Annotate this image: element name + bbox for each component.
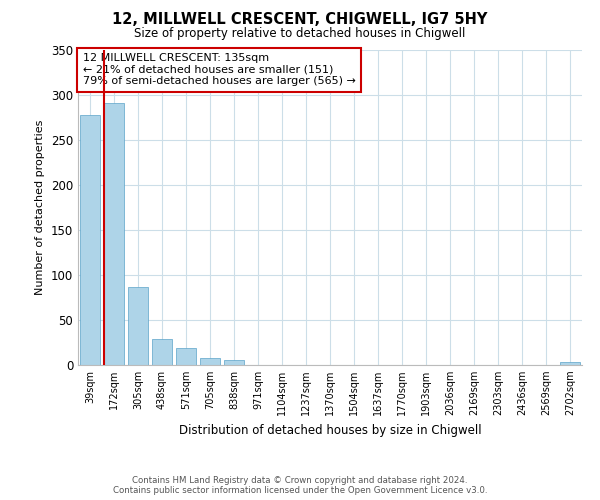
- Bar: [200, 358, 220, 365]
- Text: Contains HM Land Registry data © Crown copyright and database right 2024.
Contai: Contains HM Land Registry data © Crown c…: [113, 476, 487, 495]
- Text: 12 MILLWELL CRESCENT: 135sqm
← 21% of detached houses are smaller (151)
79% of s: 12 MILLWELL CRESCENT: 135sqm ← 21% of de…: [83, 53, 356, 86]
- Bar: [104, 103, 124, 365]
- Y-axis label: Number of detached properties: Number of detached properties: [35, 120, 46, 295]
- Bar: [560, 362, 580, 365]
- Text: Size of property relative to detached houses in Chigwell: Size of property relative to detached ho…: [134, 28, 466, 40]
- Bar: [80, 115, 100, 365]
- Bar: [152, 339, 172, 365]
- Text: 12, MILLWELL CRESCENT, CHIGWELL, IG7 5HY: 12, MILLWELL CRESCENT, CHIGWELL, IG7 5HY: [112, 12, 488, 28]
- X-axis label: Distribution of detached houses by size in Chigwell: Distribution of detached houses by size …: [179, 424, 481, 437]
- Bar: [128, 286, 148, 365]
- Bar: [224, 360, 244, 365]
- Bar: [176, 348, 196, 365]
